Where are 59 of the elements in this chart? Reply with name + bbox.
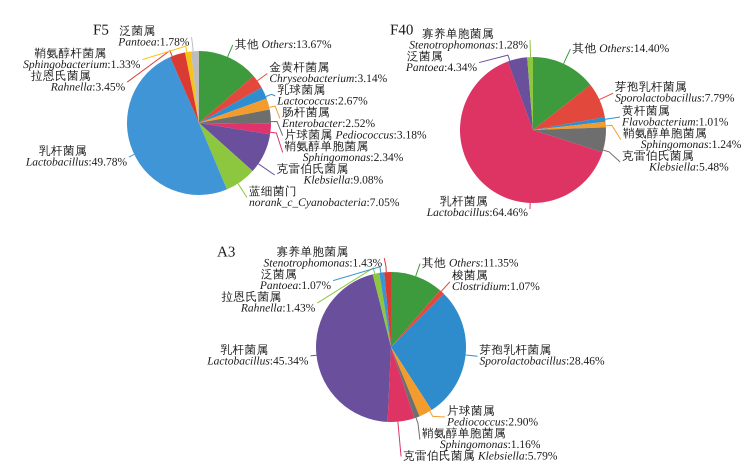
slice-label: 蓝细菌门 norank_c_Cyanobacteria <box>248 184 367 210</box>
category-label: 泛菌属 Pantoea <box>260 269 298 292</box>
slice-label: 片球菌属 Pediococcus <box>284 128 394 142</box>
data-label: :64.46% <box>489 206 528 219</box>
slice-label: 鞘氨醇单胞菌属 Sphingomonas <box>284 139 371 164</box>
data-label: :1.16% <box>508 439 541 451</box>
data-label: :1.24% <box>708 139 742 152</box>
slice-label: 鞘氨醇单胞菌属 Sphingomonas <box>422 426 508 451</box>
slice-label: 金黄杆菌属 Chryseobacterium <box>269 61 354 86</box>
data-label: :49.78% <box>88 156 128 168</box>
data-label: :2.34% <box>370 152 404 164</box>
data-label: :1.01% <box>696 116 729 129</box>
category-label: 泛菌属 Pantoea <box>118 26 157 49</box>
slice-label: 其他 Others <box>572 42 632 56</box>
chart-title: A3 <box>217 244 236 260</box>
data-label: :1.43% <box>282 302 316 315</box>
data-label: :1.07% <box>506 281 540 294</box>
slice-label: 黄杆菌属 Flavobacterium <box>621 104 696 129</box>
data-label: :4.34% <box>444 62 478 74</box>
slice-label: 片球菌属 Pediococcus <box>446 404 506 428</box>
data-label: :2.52% <box>342 118 376 130</box>
category-label: 泛菌属 Pantoea <box>406 51 444 74</box>
data-label: :45.34% <box>270 355 309 368</box>
category-label: 拉恩氏菌属 Rahnella <box>221 292 282 315</box>
category-label: 拉恩氏菌属 Rahnella <box>31 70 92 94</box>
data-label: :7.05% <box>366 197 400 210</box>
slice-label: 芽孢乳杆菌属 Sporolactobacillus <box>480 344 567 368</box>
data-label: :2.90% <box>505 416 538 428</box>
data-label: :13.67% <box>292 38 332 51</box>
data-label: :5.48% <box>696 162 730 174</box>
slice-label: 鞘氨醇单胞菌属 Sphingomonas <box>622 126 710 152</box>
data-label: :14.40% <box>630 43 670 56</box>
slice-label: 其他 Others <box>234 38 294 51</box>
data-label: :3.45% <box>92 82 126 94</box>
data-label: :5.79% <box>524 450 558 462</box>
slice-label: 梭菌属 Clostridium <box>452 269 507 294</box>
data-label: :1.43% <box>349 258 383 270</box>
category-label: 乳杆菌属 Lactobacillus <box>207 344 270 368</box>
data-label: :1.78% <box>156 36 190 49</box>
category-label: 鞘氨醇杆菌属 Sphingobacterium <box>23 48 108 72</box>
slice-label: 乳球菌属 Lactococcus <box>276 84 336 108</box>
category-label: 寡养单胞菌属 Stenotrophomonas <box>264 246 350 270</box>
data-label: :7.79% <box>702 92 735 105</box>
category-label: 乳杆菌属 Lactobacillus <box>426 196 490 219</box>
slice-label: 克雷伯氏菌属 Klebsiella <box>622 148 696 174</box>
data-label: :1.33% <box>107 59 141 72</box>
data-label: :1.28% <box>495 40 528 52</box>
data-label: :1.07% <box>298 280 332 292</box>
category-label: 乳杆菌属 Lactobacillus <box>26 145 88 168</box>
data-label: :9.08% <box>350 174 384 187</box>
data-label: :11.35% <box>480 258 519 270</box>
chart-title: F5 <box>93 22 109 38</box>
data-label: :3.14% <box>354 73 388 86</box>
slice-label: 肠杆菌属 Enterobacter <box>280 106 343 130</box>
slice-label: 其他 Others <box>422 256 481 270</box>
data-label: :2.67% <box>334 96 368 108</box>
data-label: :3.18% <box>394 130 427 142</box>
data-label: :28.46% <box>566 356 606 368</box>
slice-label: 芽孢乳杆菌属 Sporolactobacillus <box>615 80 702 105</box>
